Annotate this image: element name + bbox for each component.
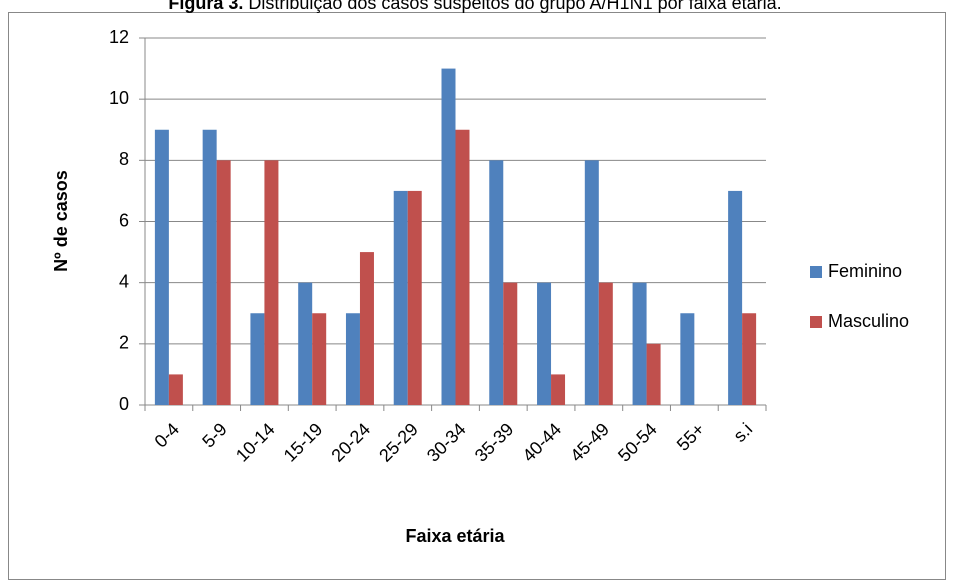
bar: [250, 313, 265, 405]
bar: [168, 374, 183, 405]
legend-swatch: [810, 266, 822, 278]
bar: [503, 282, 518, 405]
bar: [393, 190, 408, 405]
y-tick-label: 12: [109, 27, 129, 47]
bar: [728, 190, 743, 405]
bar: [537, 282, 552, 405]
legend-label: Feminino: [828, 261, 902, 281]
bar: [345, 313, 360, 405]
y-tick-label: 2: [119, 333, 129, 353]
y-tick-label: 6: [119, 210, 129, 230]
bar: [680, 313, 695, 405]
bar: [441, 68, 456, 405]
chart-title: Figura 3. Distribuição dos casos suspeit…: [168, 0, 781, 13]
legend-swatch: [810, 316, 822, 328]
bar: [742, 313, 757, 405]
bar: [312, 313, 327, 405]
bar: [298, 282, 313, 405]
bar: [632, 282, 647, 405]
bar: [551, 374, 566, 405]
y-tick-label: 8: [119, 149, 129, 169]
y-tick-label: 4: [119, 271, 129, 291]
bar: [154, 129, 169, 405]
bar: [489, 160, 504, 405]
bar: [646, 343, 661, 405]
y-axis-label: Nº de casos: [51, 170, 71, 272]
bar: [264, 160, 279, 405]
bar: [455, 129, 470, 405]
x-axis-label: Faixa etária: [405, 526, 505, 546]
bar: [598, 282, 613, 405]
bar: [407, 190, 422, 405]
y-tick-label: 0: [119, 394, 129, 414]
legend-label: Masculino: [828, 311, 909, 331]
bar: [359, 252, 374, 405]
y-tick-label: 10: [109, 88, 129, 108]
chart-frame: [8, 12, 946, 580]
bar: [584, 160, 599, 405]
bar: [202, 129, 217, 405]
bar: [216, 160, 231, 405]
